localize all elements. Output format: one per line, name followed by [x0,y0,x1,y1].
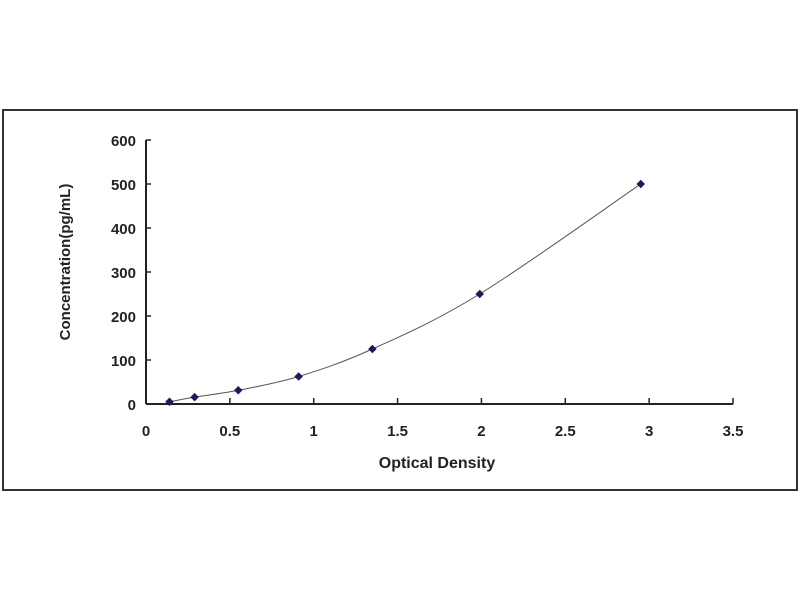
data-point [234,386,243,395]
x-tick-label: 3.5 [723,423,744,440]
axes [145,139,734,405]
data-point [368,344,377,354]
x-tick-label: 0.5 [219,423,240,440]
x-tick-label: 1 [310,423,318,440]
y-axis-label: Concentration(pg/mL) [57,184,74,341]
data-point [165,397,174,407]
x-tick-label: 1.5 [387,423,408,440]
data-point [294,372,303,381]
chart-frame [2,109,798,491]
y-tick-label: 300 [111,265,136,282]
x-axis-label: Optical Density [379,455,496,472]
data-point [475,289,484,299]
y-tick-label: 400 [111,221,136,238]
x-tick-labels: 0 0.5 1 1.5 2 2.5 3 3.5 [142,423,744,440]
y-tick-label: 500 [111,177,136,194]
x-tick-label: 0 [142,423,150,440]
x-tick-label: 3 [645,423,653,440]
x-tick-label: 2.5 [555,423,576,440]
data-point [190,392,199,402]
y-tick-label: 200 [111,309,136,326]
y-tick-label: 0 [128,397,136,414]
y-tick-labels: 0 100 200 300 400 500 600 [111,133,136,414]
y-tick-label: 600 [111,133,136,150]
x-tick-label: 2 [477,423,485,440]
y-tick-label: 100 [111,353,136,370]
